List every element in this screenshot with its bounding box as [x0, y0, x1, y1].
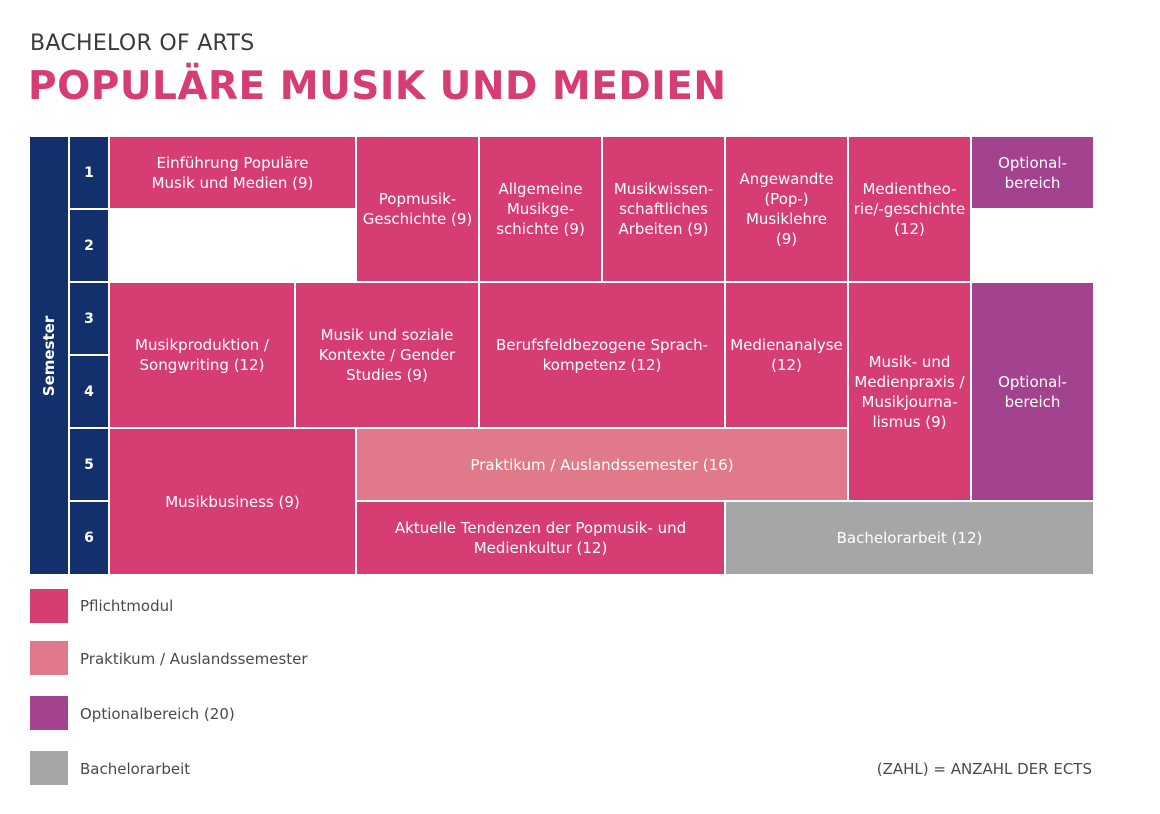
legend-label-optionalbereich: Optionalbereich (20) — [80, 705, 235, 723]
semester-number-1: 1 — [70, 137, 108, 208]
module-allgemeine-musikgeschichte: Allgemeine Musikge-schichte (9) — [480, 137, 601, 281]
module-aktuelle-tendenzen: Aktuelle Tendenzen der Popmusik- und Medi… — [357, 502, 724, 574]
semester-axis-label: Semester — [30, 137, 68, 574]
legend-swatch-optionalbereich — [30, 696, 68, 730]
module-praktikum: Praktikum / Auslandssemester (16) — [357, 429, 847, 500]
module-musikproduktion: Musikproduktion / Songwriting (12) — [110, 283, 294, 427]
module-sprachkompetenz: Berufsfeldbezogene Sprach-kompetenz (12) — [480, 283, 724, 427]
module-bachelorarbeit: Bachelorarbeit (12) — [726, 502, 1093, 574]
legend-swatch-pflichtmodul — [30, 589, 68, 623]
semester-number-5: 5 — [70, 429, 108, 500]
legend-label-praktikum: Praktikum / Auslandssemester — [80, 650, 308, 668]
legend-label-bachelorarbeit: Bachelorarbeit — [80, 760, 191, 778]
module-optional-2: Optional-bereich — [972, 283, 1093, 500]
module-medientheorie: Medientheo-rie/-geschichte (12) — [849, 137, 970, 281]
module-musikbusiness: Musikbusiness (9) — [110, 429, 355, 574]
module-musik-soziale-kontexte: Musik und soziale Kontexte / Gender Studie… — [296, 283, 478, 427]
ects-note: (ZAHL) = ANZAHL DER ECTS — [876, 760, 1092, 778]
semester-number-2: 2 — [70, 210, 108, 281]
module-angewandte-musiklehre: Angewandte (Pop-) Musiklehre (9) — [726, 137, 847, 281]
module-medienanalyse: Medienanalyse (12) — [726, 283, 847, 427]
module-medienpraxis: Musik- und Medienpraxis / Musikjourna-lism… — [849, 283, 970, 500]
legend-swatch-praktikum — [30, 641, 68, 675]
legend-swatch-bachelorarbeit — [30, 751, 68, 785]
semester-number-4: 4 — [70, 356, 108, 427]
semester-number-6: 6 — [70, 502, 108, 574]
semester-axis-text: Semester — [40, 315, 58, 396]
page-title: POPULÄRE MUSIK UND MEDIEN — [28, 64, 727, 109]
module-optional-1: Optional-bereich — [972, 137, 1093, 208]
subtitle: BACHELOR OF ARTS — [30, 31, 255, 56]
module-musikwissenschaftliches-arbeiten: Musikwissen-schaftliches Arbeiten (9) — [603, 137, 724, 281]
module-einfuehrung: Einführung Populäre Musik und Medien (9) — [110, 137, 355, 208]
module-popmusik-geschichte: Popmusik- Geschichte (9) — [357, 137, 478, 281]
semester-number-3: 3 — [70, 283, 108, 354]
legend-label-pflichtmodul: Pflichtmodul — [80, 597, 174, 615]
